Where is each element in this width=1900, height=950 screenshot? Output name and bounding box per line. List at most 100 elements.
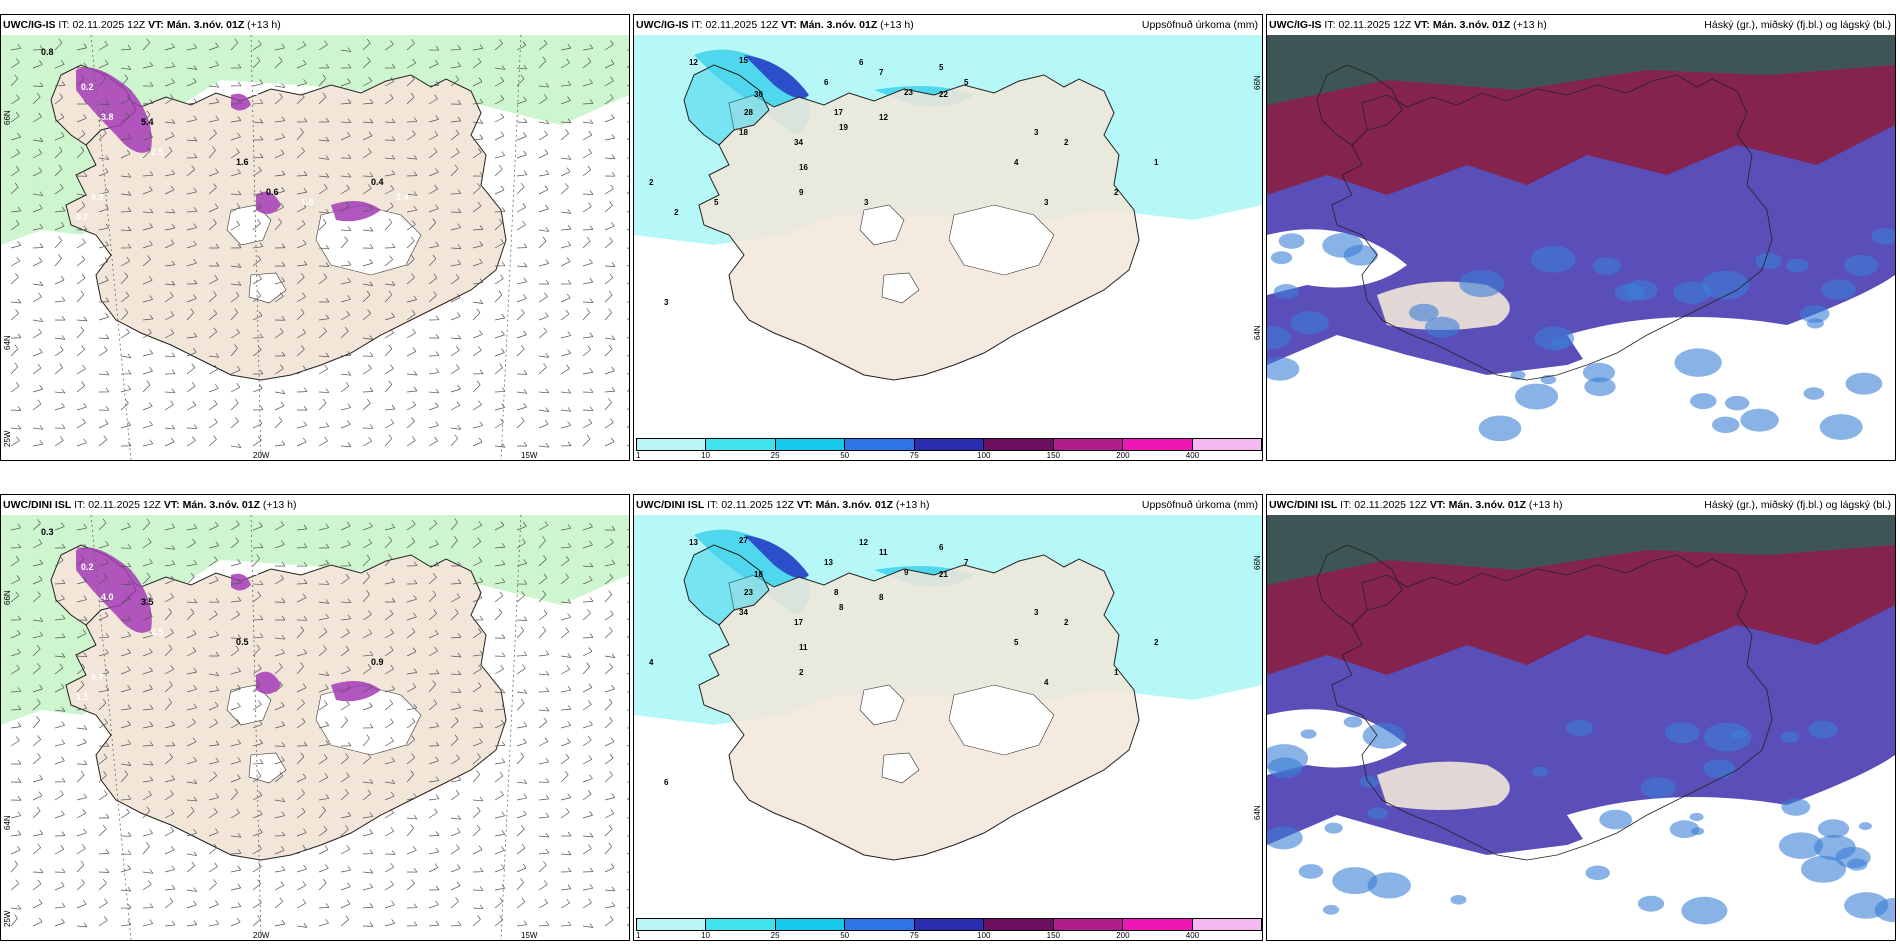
- map-area: 0.8 0.2 3.8 5.4 2.5 1.2 1.6 0.3 0.7 0.4 1.4 0.7 0.6 2…: [1, 35, 629, 460]
- init-time: 02.11.2025 12Z: [88, 499, 161, 511]
- wind-value-label: 0.4: [371, 177, 384, 187]
- wind-value-label: 0.9: [371, 657, 384, 667]
- precip-value-label: 5: [964, 78, 969, 87]
- precip-value-label: 23: [744, 588, 753, 597]
- precip-value-label: 2: [674, 208, 679, 217]
- init-time-label: IT:: [1340, 499, 1352, 511]
- precip-value-label: 3: [1044, 198, 1049, 207]
- colorbar-label: 75: [909, 451, 919, 460]
- init-time: 02.11.2025 12Z: [1338, 19, 1412, 31]
- precip-value-label: 2: [799, 668, 804, 677]
- precip-value-label: 3: [1034, 128, 1039, 137]
- init-time: 02.11.2025 12Z: [1354, 499, 1427, 511]
- model-name: UWC/IG-IS: [3, 19, 56, 31]
- wind-value-label: 5.4: [141, 117, 154, 127]
- precip-value-label: 8: [839, 603, 844, 612]
- colorbar-label: 100: [977, 451, 991, 460]
- precip-value-label: 5: [939, 63, 944, 72]
- precip-value-label: 1: [1114, 668, 1119, 677]
- valid-time-label: VT:: [163, 499, 180, 511]
- lat-label-top: 66N: [3, 110, 12, 125]
- lon-label-left: 25W: [3, 910, 12, 927]
- model-name: UWC/DINI ISL: [3, 499, 72, 511]
- panel-header: UWC/IG-IS IT: 02.11.2025 12Z VT: Mán. 3.…: [1, 15, 629, 35]
- model-name: UWC/IG-IS: [1269, 19, 1322, 31]
- precip-value-label: 12: [859, 538, 868, 547]
- colorbar-label: 25: [770, 451, 780, 460]
- precip-value-label: 11: [799, 643, 808, 652]
- map-panel-dini-wind: UWC/DINI ISL IT: 02.11.2025 12Z VT: Mán.…: [0, 494, 630, 941]
- precip-value-label: 6: [664, 778, 669, 787]
- field-title: Háský (gr.), miðský (fj.bl.) og lágský (…: [1704, 499, 1891, 511]
- precip-value-label: 6: [939, 543, 944, 552]
- precip-value-label: 4: [1044, 678, 1049, 687]
- forecast-step: (+13 h): [880, 19, 914, 31]
- valid-time: Mán. 3.nóv. 01Z: [166, 19, 245, 31]
- lat-label-top: 66N: [3, 590, 12, 605]
- precip-colorbar: 1 10 25 50 75 100 150 200 400: [636, 918, 1262, 940]
- precip-value-label: 19: [839, 123, 848, 132]
- precip-value-label: 3: [664, 298, 669, 307]
- map-svg: [1267, 515, 1895, 940]
- valid-time: Mán. 3.nóv. 01Z: [799, 19, 878, 31]
- map-panel-dini-cloud: UWC/DINI ISL IT: 02.11.2025 12Z VT: Mán.…: [1266, 494, 1896, 941]
- colorbar-labels: 1 10 25 50 75 100 150 200 400: [636, 451, 1262, 460]
- init-time-label: IT:: [58, 19, 70, 31]
- colorbar-swatch: [637, 919, 707, 930]
- colorbar-label: 50: [840, 451, 850, 460]
- wind-value-label: 0.3: [91, 192, 104, 202]
- precip-value-label: 4: [1014, 158, 1019, 167]
- precip-value-label: 3: [1034, 608, 1039, 617]
- model-name: UWC/IG-IS: [636, 19, 689, 31]
- precip-colorbar: 1 10 25 50 75 100 150 200 400: [636, 438, 1262, 460]
- map-area: 13 27 18 23 34 17 11 8 8 8 9 21 13 12 11 6 7 5 4 3 2 1 2 6 2 4: [634, 515, 1262, 940]
- panel-header: UWC/DINI ISL IT: 02.11.2025 12Z VT: Mán.…: [1, 495, 629, 515]
- colorbar-swatch: [775, 919, 846, 930]
- precip-value-label: 2: [1064, 138, 1069, 147]
- wind-value-label: 1.2: [246, 87, 259, 97]
- precip-value-label: 12: [879, 113, 888, 122]
- precip-value-label: 2: [1154, 638, 1159, 647]
- colorbar-label: 10: [701, 451, 710, 460]
- lat-label-bottom: 64N: [3, 335, 12, 350]
- wind-value-label: 0.7: [76, 212, 89, 222]
- valid-time-label: VT:: [1429, 499, 1446, 511]
- colorbar-labels: 1 10 25 50 75 100 150 200 400: [636, 931, 1262, 940]
- precip-value-label: 15: [739, 56, 748, 65]
- init-time: 02.11.2025 12Z: [72, 19, 146, 31]
- lon-label-left: 25W: [3, 430, 12, 447]
- valid-time-label: VT:: [1414, 19, 1430, 31]
- valid-time: Mán. 3.nóv. 01Z: [182, 499, 260, 511]
- forecast-step: (+13 h): [247, 19, 281, 31]
- colorbar-swatch: [1192, 919, 1261, 930]
- init-time: 02.11.2025 12Z: [721, 499, 794, 511]
- precip-value-label: 11: [879, 548, 888, 557]
- field-title: Háský (gr.), miðský (fj.bl.) og lágský (…: [1704, 19, 1891, 31]
- colorbar-swatch: [914, 919, 985, 930]
- field-title: Uppsöfnuð úrkoma (mm): [1141, 19, 1258, 31]
- map-svg: 0.3 0.2 4.0 3.5 2.5 0.6 0.5 0.71.1 0.9 0.2: [1, 515, 629, 940]
- precip-value-label: 34: [739, 608, 748, 617]
- wind-value-label: 2.5: [151, 627, 164, 637]
- precip-value-label: 4: [649, 658, 654, 667]
- precip-value-label: 5: [1014, 638, 1019, 647]
- lon-label-right: 15W: [521, 451, 538, 460]
- wind-value-label: 0.6: [266, 187, 279, 197]
- panel-header: UWC/IG-IS IT: 02.11.2025 12Z VT: Mán. 3.…: [634, 15, 1262, 35]
- precip-value-label: 13: [824, 558, 833, 567]
- precip-value-label: 27: [739, 536, 748, 545]
- forecast-step: (+13 h): [895, 499, 930, 511]
- wind-value-label: 1.4: [576, 357, 589, 367]
- precip-value-label: 9: [904, 568, 909, 577]
- colorbar-label: 200: [1116, 451, 1130, 460]
- panel-header: UWC/IG-IS IT: 02.11.2025 12Z VT: Mán. 3.…: [1267, 15, 1895, 35]
- colorbar-swatch: [984, 439, 1054, 450]
- lon-label-mid: 20W: [253, 451, 270, 460]
- map-area: 0.3 0.2 4.0 3.5 2.5 0.6 0.5 0.7 1.1 0.9 0.2: [1, 515, 629, 940]
- valid-time-label: VT:: [148, 19, 164, 31]
- colorbar-label: 50: [840, 931, 850, 940]
- precip-value-label: 3: [864, 198, 869, 207]
- precip-value-label: 18: [754, 570, 763, 579]
- precip-value-label: 2: [1114, 188, 1119, 197]
